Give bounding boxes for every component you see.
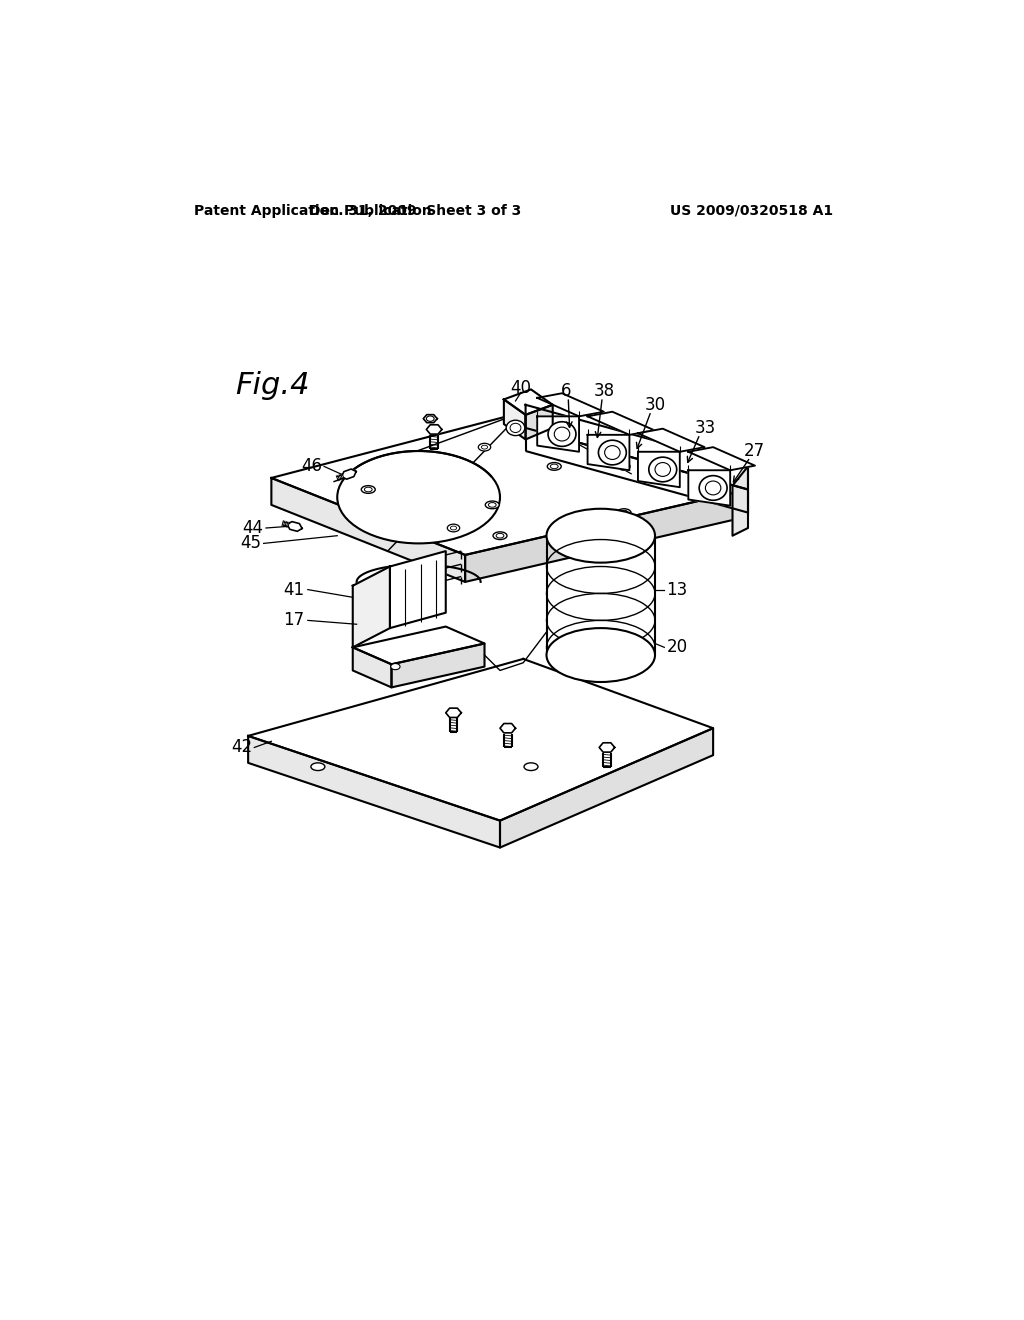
Ellipse shape (481, 445, 487, 449)
Ellipse shape (510, 424, 521, 433)
Text: 33: 33 (694, 418, 716, 437)
Text: Fig.4: Fig.4 (234, 371, 309, 400)
Ellipse shape (548, 422, 575, 446)
Polygon shape (352, 647, 391, 688)
Text: 45: 45 (241, 535, 261, 552)
Polygon shape (465, 490, 748, 582)
Ellipse shape (550, 465, 558, 469)
Ellipse shape (621, 465, 627, 469)
Polygon shape (271, 478, 465, 582)
Text: 42: 42 (230, 738, 252, 756)
Polygon shape (504, 389, 553, 414)
Polygon shape (352, 566, 390, 647)
Polygon shape (688, 470, 730, 506)
Text: Dec. 31, 2009  Sheet 3 of 3: Dec. 31, 2009 Sheet 3 of 3 (308, 203, 521, 218)
Ellipse shape (361, 486, 375, 494)
Text: 38: 38 (594, 381, 615, 400)
Ellipse shape (488, 503, 496, 507)
Ellipse shape (617, 462, 630, 470)
Ellipse shape (311, 763, 325, 771)
Polygon shape (538, 393, 604, 416)
Text: 40: 40 (510, 379, 531, 397)
Polygon shape (271, 412, 748, 554)
Ellipse shape (706, 480, 721, 495)
Ellipse shape (547, 462, 561, 470)
Ellipse shape (699, 475, 727, 500)
Text: 20: 20 (667, 639, 688, 656)
Ellipse shape (664, 474, 678, 482)
Polygon shape (391, 644, 484, 688)
Ellipse shape (506, 420, 524, 436)
Ellipse shape (649, 457, 677, 482)
Ellipse shape (426, 416, 434, 421)
Polygon shape (342, 469, 356, 479)
Text: 13: 13 (667, 581, 688, 598)
Polygon shape (248, 659, 713, 821)
Polygon shape (588, 412, 654, 434)
Polygon shape (445, 708, 461, 718)
Polygon shape (638, 429, 705, 451)
Text: 17: 17 (284, 611, 305, 630)
Ellipse shape (451, 527, 457, 529)
Polygon shape (638, 451, 680, 487)
Ellipse shape (667, 475, 675, 480)
Ellipse shape (547, 508, 655, 562)
Text: 46: 46 (301, 458, 322, 475)
Ellipse shape (337, 451, 500, 544)
Ellipse shape (621, 511, 628, 515)
Ellipse shape (485, 502, 500, 508)
Text: 41: 41 (284, 581, 305, 598)
Polygon shape (287, 521, 302, 532)
Ellipse shape (617, 508, 631, 516)
Ellipse shape (655, 462, 671, 477)
Polygon shape (352, 627, 484, 664)
Text: US 2009/0320518 A1: US 2009/0320518 A1 (671, 203, 834, 218)
Polygon shape (423, 414, 437, 422)
Ellipse shape (496, 533, 504, 539)
Polygon shape (599, 743, 614, 752)
Polygon shape (248, 737, 500, 847)
Text: 44: 44 (243, 519, 263, 537)
Text: 30: 30 (644, 396, 666, 413)
Polygon shape (588, 434, 630, 470)
Polygon shape (525, 405, 748, 490)
Polygon shape (732, 466, 748, 536)
Polygon shape (504, 400, 525, 440)
Ellipse shape (391, 664, 400, 669)
Ellipse shape (547, 628, 655, 682)
Ellipse shape (447, 524, 460, 532)
Ellipse shape (598, 441, 627, 465)
Polygon shape (500, 723, 515, 733)
Text: 27: 27 (743, 442, 765, 459)
Ellipse shape (493, 532, 507, 540)
Ellipse shape (365, 487, 372, 492)
Polygon shape (538, 416, 579, 451)
Ellipse shape (524, 763, 538, 771)
Polygon shape (525, 405, 553, 440)
Polygon shape (426, 425, 442, 434)
Polygon shape (688, 447, 755, 470)
Text: 6: 6 (560, 381, 571, 400)
Ellipse shape (604, 446, 621, 459)
Polygon shape (390, 552, 445, 628)
Polygon shape (500, 729, 713, 847)
Ellipse shape (554, 428, 569, 441)
Text: Patent Application Publication: Patent Application Publication (194, 203, 432, 218)
Ellipse shape (478, 444, 490, 451)
